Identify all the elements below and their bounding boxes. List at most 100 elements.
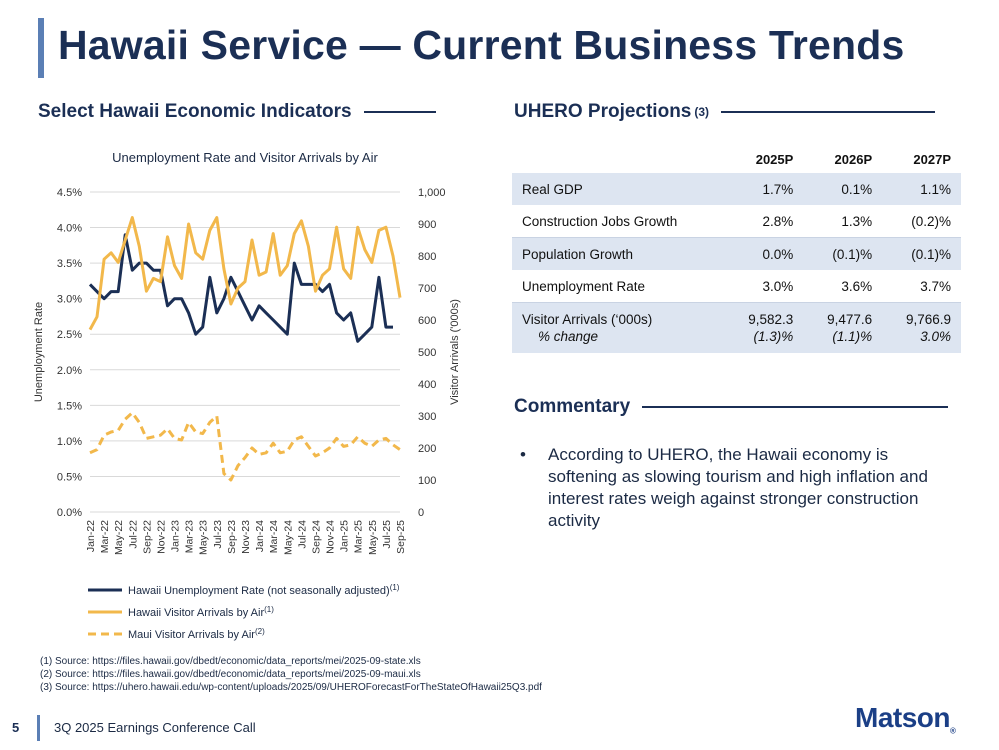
row-subvalue: 3.0% [920, 329, 951, 344]
y-left-tick-label: 0.0% [57, 507, 82, 519]
indicators-chart: Unemployment Rate and Visitor Arrivals b… [33, 150, 461, 641]
row-value: 3.7% [882, 270, 961, 303]
right-section-note: (3) [694, 105, 710, 119]
footer-accent-bar [37, 715, 40, 741]
y-left-tick-label: 0.5% [57, 471, 82, 483]
commentary-list: • According to UHERO, the Hawaii economy… [520, 444, 950, 532]
y-right-tick-label: 700 [418, 283, 436, 295]
chart-title: Unemployment Rate and Visitor Arrivals b… [112, 150, 378, 165]
y-right-axis-title: Visitor Arrivals ('000s) [449, 299, 461, 405]
legend-note: (1) [264, 605, 274, 614]
x-tick-label: Nov-22 [155, 520, 167, 554]
table-row: Real GDP 1.7% 0.1% 1.1% [512, 173, 961, 205]
y-right-tick-label: 100 [418, 475, 436, 487]
section-rule [363, 111, 436, 113]
y-right-tick-label: 0 [418, 507, 424, 519]
y-left-tick-label: 1.0% [57, 436, 82, 448]
y-right-tick-label: 200 [418, 443, 436, 455]
table-row: Construction Jobs Growth 2.8% 1.3% (0.2)… [512, 205, 961, 238]
row-value: 9,477.6 (1.1)% [803, 302, 883, 353]
x-tick-label: May-22 [113, 520, 125, 555]
row-value: (0.1)% [882, 237, 961, 270]
x-tick-label: Mar-23 [184, 520, 196, 553]
y-left-tick-label: 4.5% [57, 187, 82, 199]
right-section-title: UHERO Projections [514, 101, 692, 122]
row-value: (0.1)% [803, 237, 883, 270]
row-value: 3.0% [724, 270, 804, 303]
x-tick-label: Mar-24 [268, 520, 280, 553]
legend-label: Maui Visitor Arrivals by Air(2) [128, 627, 265, 641]
x-tick-label: Mar-22 [99, 520, 111, 553]
logo-mark: ® [950, 726, 956, 736]
row-label: Real GDP [512, 173, 725, 205]
x-tick-label: Jul-22 [127, 520, 139, 549]
row-value: 9,766.9 3.0% [882, 302, 961, 353]
table-row: Population Growth 0.0% (0.1)% (0.1)% [512, 237, 961, 270]
page-title: Hawaii Service — Current Business Trends [58, 22, 905, 68]
y-left-tick-label: 3.5% [57, 258, 82, 270]
row-subvalue: (1.1)% [832, 329, 873, 344]
x-tick-label: May-23 [198, 520, 210, 555]
row-label: Unemployment Rate [512, 270, 725, 303]
row-value: 1.1% [882, 173, 961, 205]
source-note: (1) Source: https://files.hawaii.gov/dbe… [40, 656, 421, 667]
x-tick-label: Jan-25 [339, 520, 351, 552]
row-value: 0.1% [803, 173, 883, 205]
x-tick-label: Jul-24 [296, 520, 308, 549]
footer-event: 3Q 2025 Earnings Conference Call [54, 720, 256, 735]
x-tick-label: Sep-22 [141, 520, 153, 554]
table-header-cell: 2026P [834, 152, 873, 167]
row-label: Population Growth [512, 237, 725, 270]
page-number: 5 [12, 720, 20, 735]
table-header-cell: 2025P [755, 152, 794, 167]
row-value: 9,582.3 (1.3)% [724, 302, 804, 353]
y-right-tick-label: 900 [418, 219, 436, 231]
legend-note: (2) [255, 627, 265, 636]
row-value: 1.7% [724, 173, 804, 205]
row-value-main: 9,477.6 [827, 312, 873, 327]
logo-text: Matson [855, 702, 951, 733]
x-tick-label: Sep-25 [395, 520, 407, 554]
row-value-main: 9,582.3 [748, 312, 794, 327]
x-tick-label: Jul-25 [381, 520, 393, 549]
x-tick-label: Jan-23 [170, 520, 182, 552]
row-label-main: Visitor Arrivals (‘000s) [522, 312, 653, 327]
series-line-unemployment [88, 233, 393, 343]
row-value-main: 9,766.9 [905, 312, 951, 327]
row-sublabel: % change [538, 329, 599, 344]
table-row: Visitor Arrivals (‘000s) % change 9,582.… [512, 302, 961, 353]
table-row: Unemployment Rate 3.0% 3.6% 3.7% [512, 270, 961, 303]
left-section-title: Select Hawaii Economic Indicators [38, 101, 352, 122]
bullet-icon: • [520, 445, 526, 464]
row-label: Construction Jobs Growth [512, 205, 725, 238]
y-right-tick-label: 1,000 [418, 187, 446, 199]
table-header-cell: 2027P [913, 152, 951, 167]
table-header-row: 2025P 2026P 2027P [512, 146, 961, 173]
x-tick-label: May-25 [367, 520, 379, 555]
series-line-visitors [88, 216, 402, 331]
x-tick-label: Sep-24 [310, 520, 322, 554]
x-tick-label: Jan-22 [85, 520, 97, 552]
series-line-maui [89, 411, 401, 482]
legend-label: Hawaii Unemployment Rate (not seasonally… [128, 583, 400, 597]
projections-table: 2025P 2026P 2027P Real GDP 1.7% 0.1% 1.1… [512, 146, 961, 353]
y-right-tick-label: 600 [418, 315, 436, 327]
source-note: (3) Source: https://uhero.hawaii.edu/wp-… [40, 682, 542, 693]
x-tick-label: Nov-24 [325, 520, 337, 554]
y-left-tick-label: 3.0% [57, 294, 82, 306]
x-tick-label: Jul-23 [212, 520, 224, 549]
y-left-tick-label: 2.5% [57, 329, 82, 341]
y-right-tick-label: 400 [418, 379, 436, 391]
y-right-tick-label: 500 [418, 347, 436, 359]
x-tick-label: Sep-23 [226, 520, 238, 554]
commentary-bullet: According to UHERO, the Hawaii economy i… [548, 445, 928, 530]
row-value: 3.6% [803, 270, 883, 303]
row-subvalue: (1.3)% [753, 329, 794, 344]
commentary-title: Commentary [514, 396, 631, 417]
commentary-heading: Commentary [514, 396, 949, 418]
source-note: (2) Source: https://files.hawaii.gov/dbe… [40, 669, 421, 680]
y-left-tick-label: 1.5% [57, 400, 82, 412]
y-right-tick-label: 800 [418, 251, 436, 263]
legend-label: Hawaii Visitor Arrivals by Air(1) [128, 605, 274, 619]
y-left-tick-label: 2.0% [57, 365, 82, 377]
